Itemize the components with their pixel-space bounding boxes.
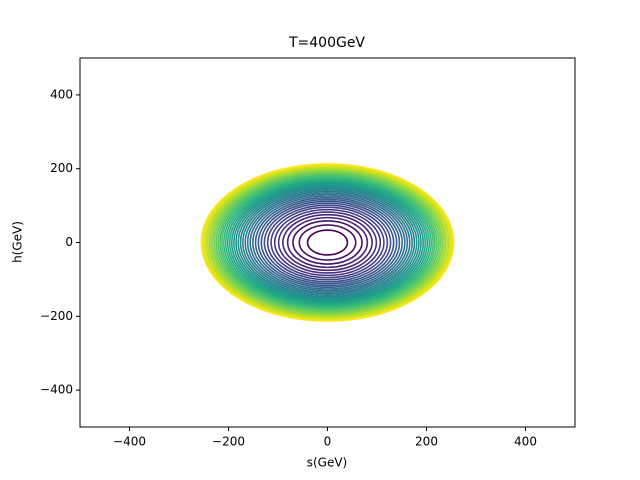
x-tick-label: −400 xyxy=(113,435,146,449)
y-tick-label: −400 xyxy=(40,383,73,397)
contour-line xyxy=(221,175,434,310)
contour-line xyxy=(219,174,436,311)
contour-line xyxy=(222,177,433,308)
contour-line xyxy=(217,173,438,312)
contour-line xyxy=(257,198,398,287)
contour-line xyxy=(277,211,378,274)
contour-line xyxy=(206,167,449,318)
contour-line xyxy=(244,190,411,295)
x-tick-label: 400 xyxy=(514,435,537,449)
x-axis-label: s(GeV) xyxy=(307,456,348,470)
contour-line xyxy=(226,179,429,306)
contour-line xyxy=(252,195,403,290)
contour-line xyxy=(224,178,431,307)
contour-line xyxy=(230,182,425,303)
contour-line xyxy=(254,196,401,289)
chart-title: T=400GeV xyxy=(288,35,365,51)
contour-line xyxy=(282,213,373,272)
contour-line xyxy=(212,170,443,315)
x-tick-label: 200 xyxy=(415,435,438,449)
y-tick-label: −200 xyxy=(40,309,73,323)
contour-line xyxy=(203,165,452,320)
contour-line xyxy=(292,220,363,265)
contour-line xyxy=(228,180,427,305)
contour-line xyxy=(249,193,406,292)
y-tick-label: 0 xyxy=(65,235,73,249)
contour-line xyxy=(200,163,455,322)
x-tick-label: 0 xyxy=(324,435,332,449)
contour-line xyxy=(239,187,416,298)
contour-line xyxy=(242,188,413,297)
contour-line xyxy=(273,208,382,277)
contour-line xyxy=(237,186,418,299)
contour-line xyxy=(286,216,369,269)
contour-line xyxy=(235,184,420,301)
y-tick-label: 200 xyxy=(50,161,73,175)
contour-line xyxy=(298,224,357,261)
contour-line xyxy=(233,183,422,302)
contour-line xyxy=(205,166,450,319)
x-tick-label: −200 xyxy=(212,435,245,449)
contour-line xyxy=(266,204,389,281)
contour-line xyxy=(210,169,445,316)
y-tick-label: 400 xyxy=(50,87,73,101)
contour-line xyxy=(202,164,453,321)
contour-line xyxy=(246,191,409,294)
contour-line xyxy=(260,200,395,285)
contour-line xyxy=(270,206,385,279)
y-axis-label: h(GeV) xyxy=(11,221,25,263)
contour-line xyxy=(263,202,392,283)
contour-line xyxy=(208,168,447,317)
contour-line xyxy=(215,172,440,313)
contour-line xyxy=(306,229,349,256)
contour-line xyxy=(213,171,442,314)
